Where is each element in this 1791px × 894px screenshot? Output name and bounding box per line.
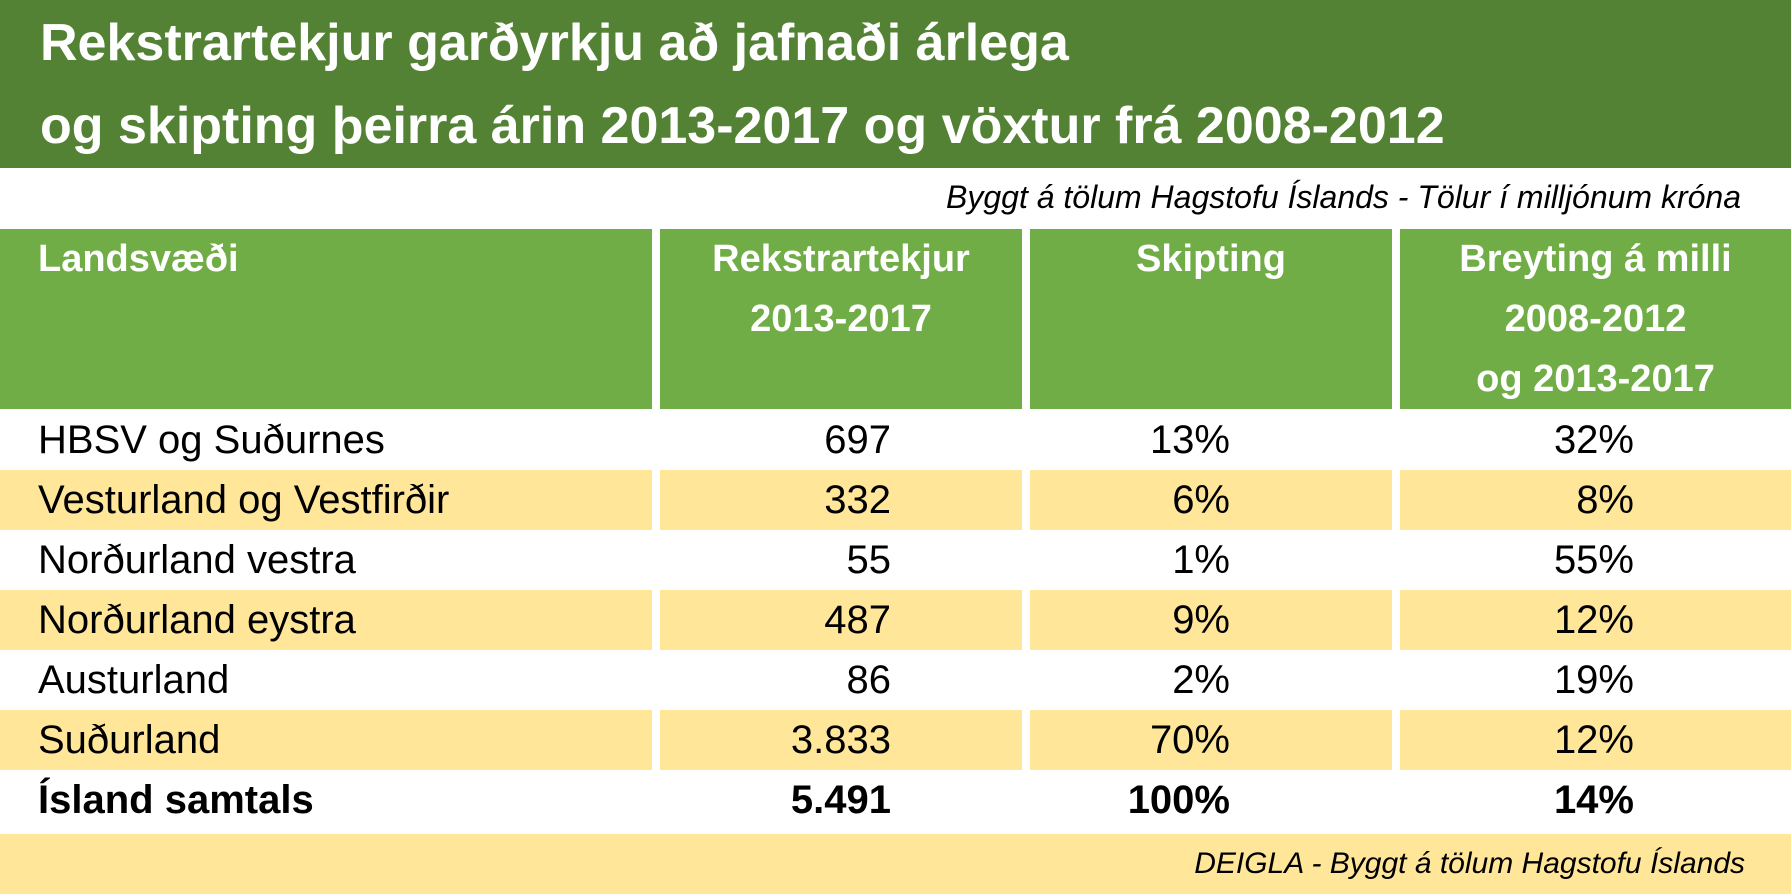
change-cell: 12% [1553,718,1634,762]
change-cell: 12% [1553,598,1634,642]
table-row: Vesturland og Vestfirðir 332 6% 8% [0,470,1791,530]
header-region: Landsvæði [0,229,652,409]
region-cell: Suðurland [38,718,221,762]
title-line-1: Rekstrartekjur garðyrkju að jafnaði árle… [40,14,1069,72]
header-change-line-2: 2008-2012 [1504,298,1687,340]
change-cell: 8% [1576,478,1634,522]
header-share-line-1: Skipting [1136,238,1286,280]
table-row: HBSV og Suðurnes 697 13% 32% [0,410,1791,470]
revenue-cell: 332 [824,478,891,522]
share-cell: 70% [1149,718,1230,762]
header-change-line-3: og 2013-2017 [1476,358,1715,400]
revenue-cell: 55 [846,538,892,582]
region-cell: Vesturland og Vestfirðir [38,478,450,522]
header-revenue: Rekstrartekjur 2013-2017 [660,229,1022,409]
title-banner: Rekstrartekjur garðyrkju að jafnaði árle… [0,0,1791,168]
region-cell: Austurland [38,658,230,702]
source-note: DEIGLA - Byggt á tölum Hagstofu Íslands [1194,847,1745,880]
total-revenue-cell: 5.491 [790,778,891,822]
footer-band: DEIGLA - Byggt á tölum Hagstofu Íslands [0,834,1791,894]
table-row: Suðurland 3.833 70% 12% [0,710,1791,770]
table-row: Norðurland vestra 55 1% 55% [0,530,1791,590]
header-change-line-1: Breyting á milli [1459,238,1732,280]
share-cell: 6% [1172,478,1230,522]
region-cell: Norðurland vestra [38,538,356,582]
revenue-cell: 86 [846,658,892,702]
share-cell: 1% [1172,538,1230,582]
revenue-cell: 487 [824,598,891,642]
revenue-cell: 3.833 [790,718,891,762]
total-region-cell: Ísland samtals [38,778,314,822]
share-cell: 13% [1149,418,1230,462]
change-cell: 55% [1553,538,1634,582]
subtitle: Byggt á tölum Hagstofu Íslands - Tölur í… [946,179,1741,215]
region-cell: Norðurland eystra [38,598,356,642]
table-row: Austurland 86 2% 19% [0,650,1791,710]
table-row: Norðurland eystra 487 9% 12% [0,590,1791,650]
share-cell: 2% [1172,658,1230,702]
region-cell: HBSV og Suðurnes [38,418,385,462]
change-cell: 32% [1553,418,1634,462]
title-line-2: og skipting þeirra árin 2013-2017 og vöx… [40,97,1445,155]
header-revenue-line-1: Rekstrartekjur [712,238,970,280]
header-change: Breyting á milli 2008-2012 og 2013-2017 [1400,229,1791,409]
header-revenue-line-2: 2013-2017 [750,298,932,340]
share-cell: 9% [1172,598,1230,642]
revenue-cell: 697 [824,418,891,462]
header-region-line-1: Landsvæði [38,238,239,280]
total-row: Ísland samtals 5.491 100% 14% [0,770,1791,830]
total-change-cell: 14% [1553,778,1634,822]
header-share: Skipting [1030,229,1392,409]
change-cell: 19% [1553,658,1634,702]
total-share-cell: 100% [1127,778,1230,822]
